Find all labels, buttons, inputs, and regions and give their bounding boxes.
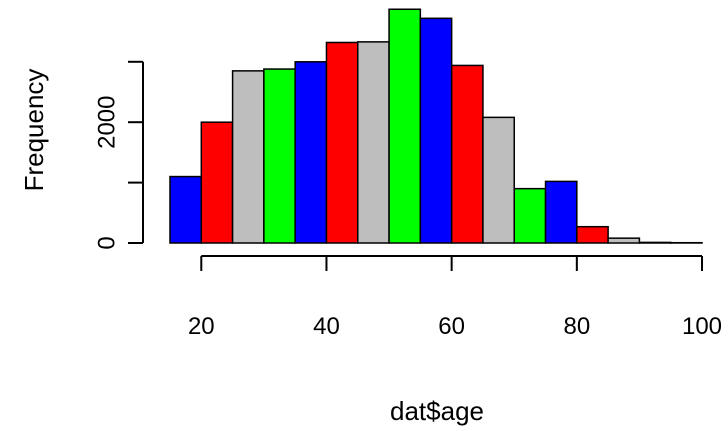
histogram-bar <box>169 175 203 244</box>
histogram-bar <box>576 225 609 244</box>
histogram-bar <box>638 241 672 244</box>
bars-group <box>169 8 703 244</box>
y-tick-label: 0 <box>93 236 120 249</box>
y-tick-label: 2000 <box>93 96 120 149</box>
y-ticks-group: 0 2000 <box>93 60 143 250</box>
histogram-bar <box>263 68 296 244</box>
histogram-bar <box>231 70 265 244</box>
histogram-bar <box>513 187 547 244</box>
histogram-bar <box>200 121 234 244</box>
histogram-bar <box>450 64 484 244</box>
histogram-bar <box>607 237 641 244</box>
histogram-bar <box>294 61 328 244</box>
histogram-bar <box>357 41 390 244</box>
histogram-bar <box>388 8 422 244</box>
x-tick-label: 40 <box>313 313 340 340</box>
x-tick-label: 20 <box>188 313 215 340</box>
x-axis-title: dat$age <box>390 396 484 426</box>
histogram-bar <box>482 116 515 244</box>
x-tick-label: 100 <box>682 313 722 340</box>
histogram-bar <box>419 17 453 244</box>
histogram-bar <box>325 41 359 244</box>
x-ticks-group: 20 40 60 80 100 <box>188 256 722 340</box>
x-tick-label: 60 <box>438 313 465 340</box>
histogram-bar <box>544 180 578 244</box>
x-tick-label: 80 <box>563 313 590 340</box>
y-axis-title: Frequency <box>19 69 49 192</box>
